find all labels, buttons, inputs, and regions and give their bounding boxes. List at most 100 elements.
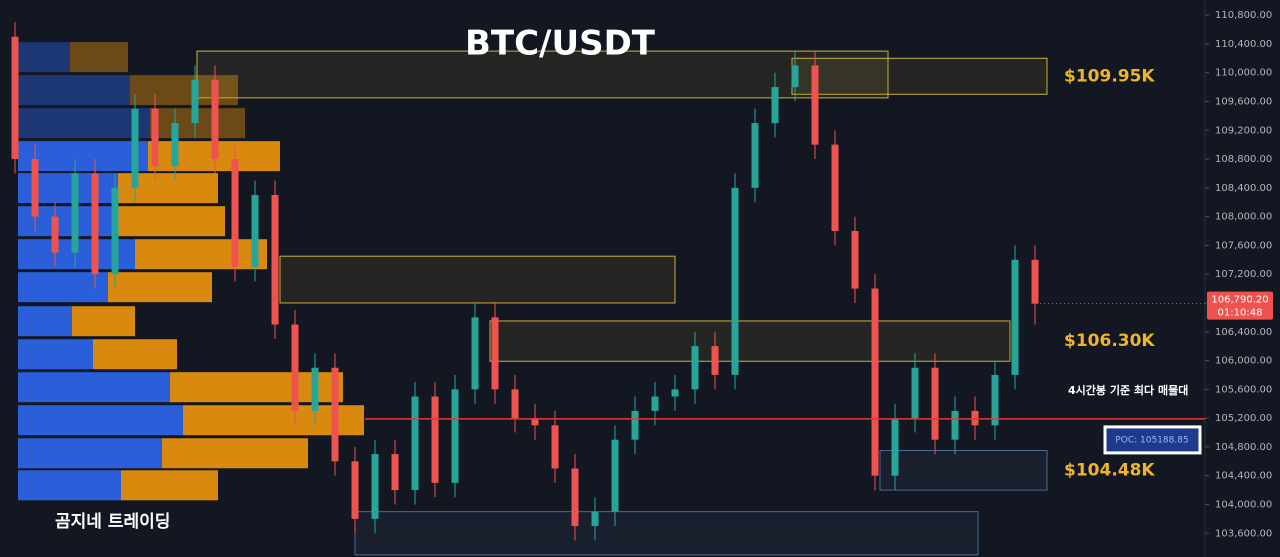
candle-body <box>391 454 399 491</box>
y-tick-label: 106,000.00 <box>1215 356 1272 367</box>
poc-box <box>1103 425 1202 455</box>
candle-body <box>851 231 859 289</box>
candle-body <box>471 317 479 390</box>
y-tick-label: 104,000.00 <box>1215 499 1272 510</box>
y-tick-label: 109,600.00 <box>1215 96 1272 107</box>
candle-body <box>351 461 359 519</box>
y-tick-label: 108,400.00 <box>1215 183 1272 194</box>
zone <box>879 449 1048 491</box>
candle-body <box>891 418 899 476</box>
candle-body <box>271 195 279 325</box>
candle-body <box>671 389 679 397</box>
last-price-label: 106,790.20 <box>1211 295 1268 306</box>
candle-body <box>791 65 799 88</box>
y-tick-label: 107,200.00 <box>1215 269 1272 280</box>
y-tick-label: 105,200.00 <box>1215 413 1272 424</box>
vp-sell <box>108 272 212 303</box>
y-tick-label: 108,000.00 <box>1215 212 1272 223</box>
y-tick-label: 109,200.00 <box>1215 125 1272 136</box>
candle-body <box>911 367 919 419</box>
candle-body <box>991 374 999 426</box>
vp-buy <box>18 141 148 172</box>
vp-sell <box>70 42 128 73</box>
candle-body <box>591 511 599 527</box>
candle-body <box>311 367 319 411</box>
last-price-box <box>1207 291 1273 320</box>
vp-buy <box>18 405 183 436</box>
zone <box>791 57 1048 95</box>
vp-sell <box>121 470 218 501</box>
zone <box>354 511 979 556</box>
volume-profile <box>18 42 364 501</box>
vp-buy <box>18 42 70 73</box>
vp-buy <box>18 272 108 303</box>
vp-sell <box>118 206 225 237</box>
y-tick-label: 104,800.00 <box>1215 442 1272 453</box>
vp-sell <box>135 239 267 270</box>
vp-buy <box>18 438 162 469</box>
candle-body <box>291 324 299 411</box>
candle-body <box>231 159 239 267</box>
candle-body <box>971 410 979 426</box>
y-tick-label: 110,400.00 <box>1215 39 1272 50</box>
candle-body <box>71 173 79 253</box>
candle-body <box>731 187 739 375</box>
candle-body <box>11 36 19 160</box>
candle-body <box>691 346 699 390</box>
y-tick-label: 107,600.00 <box>1215 240 1272 251</box>
y-tick-label: 105,600.00 <box>1215 384 1272 395</box>
candle-body <box>771 87 779 124</box>
y-tick-label: 104,400.00 <box>1215 471 1272 482</box>
candle-body <box>531 418 539 426</box>
candle-body <box>571 468 579 527</box>
vp-sell <box>162 438 308 469</box>
y-tick-label: 110,800.00 <box>1215 10 1272 21</box>
vp-sell <box>130 75 238 106</box>
candle-body <box>631 410 639 440</box>
candle-body <box>191 79 199 124</box>
candle-body <box>431 396 439 483</box>
candle-body <box>91 173 99 275</box>
zone <box>489 320 1011 362</box>
candle-body <box>371 454 379 519</box>
vp-buy <box>18 75 130 106</box>
candle-body <box>931 367 939 440</box>
poc-note: 4시간봉 기준 최다 매물대 <box>1068 383 1188 397</box>
candle-body <box>811 65 819 145</box>
candle-body <box>131 108 139 188</box>
candle-body <box>451 389 459 483</box>
vp-buy <box>18 306 72 337</box>
zone-label: $106.30K <box>1064 331 1155 351</box>
candle-body <box>251 195 259 267</box>
candle-body <box>611 439 619 512</box>
candle-body <box>491 317 499 390</box>
y-tick-label: 106,400.00 <box>1215 327 1272 338</box>
candle-body <box>211 79 219 160</box>
candle-body <box>711 346 719 375</box>
overlay: $109.95K $106.30K $104.48K 4시간봉 기준 최다 매물대 PO… <box>365 66 1273 480</box>
zone-label: $109.95K <box>1064 66 1155 86</box>
y-tick-label: 103,600.00 <box>1215 528 1272 539</box>
vp-sell <box>93 339 177 370</box>
watermark: 곰지네 트레이딩 <box>55 512 170 532</box>
poc-label: POC: 105188.85 <box>1115 435 1188 445</box>
candle-body <box>151 108 159 167</box>
candle-body <box>751 123 759 188</box>
vp-buy <box>18 470 121 501</box>
candle-body <box>511 389 519 419</box>
vp-sell <box>72 306 135 337</box>
candle-body <box>551 425 559 469</box>
candle-body <box>1011 259 1019 375</box>
countdown: 01:10:48 <box>1218 308 1263 319</box>
zone-label: $104.48K <box>1064 460 1155 480</box>
vp-buy <box>18 372 170 403</box>
candle-body <box>171 123 179 167</box>
candle-body <box>111 187 119 275</box>
candle-body <box>51 216 59 253</box>
candle-body <box>1031 259 1039 304</box>
candle-body <box>411 396 419 491</box>
zone <box>279 255 676 304</box>
candle-body <box>31 159 39 217</box>
y-tick-label: 110,000.00 <box>1215 68 1272 79</box>
